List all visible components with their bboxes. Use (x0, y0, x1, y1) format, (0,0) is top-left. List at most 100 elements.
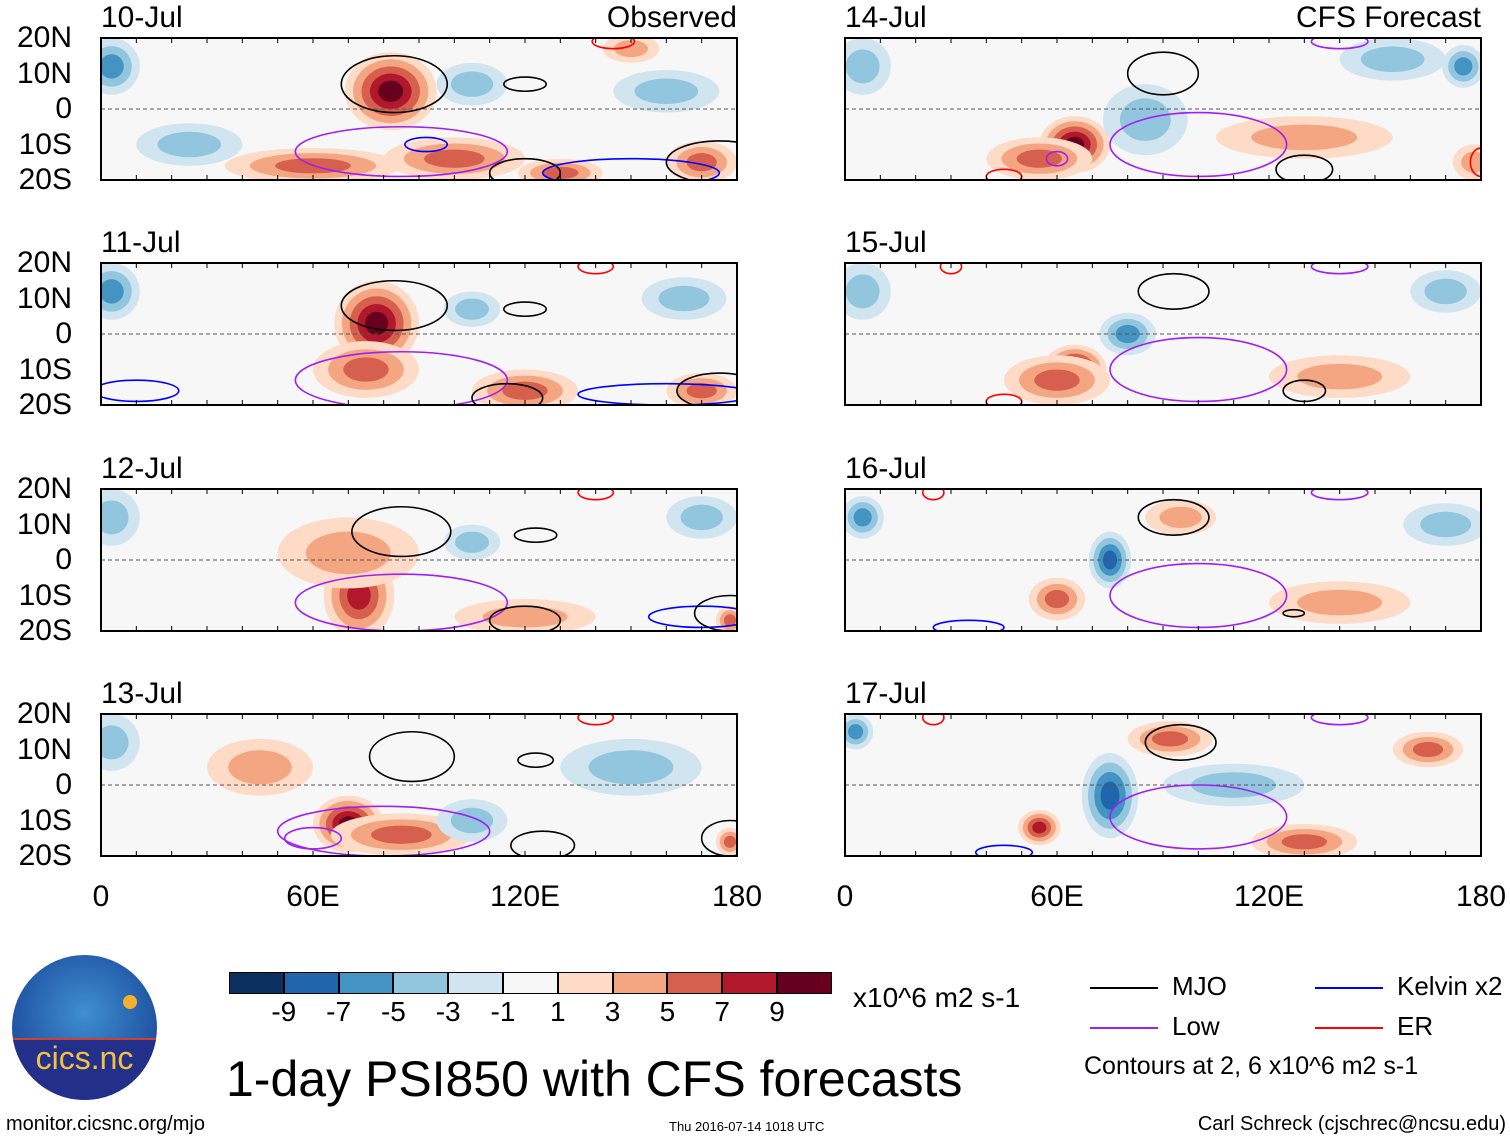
kelvin-contour (974, 844, 1034, 856)
low-contour (1310, 714, 1369, 726)
panel-date: 10-Jul (101, 1, 183, 34)
low-contour (1310, 38, 1369, 50)
anomaly-shading (1016, 149, 1063, 168)
y-tick-label: 10S (18, 803, 72, 837)
y-tick-label: 10S (18, 352, 72, 386)
y-tick-label: 0 (55, 317, 72, 350)
anomaly-shading (588, 750, 674, 785)
x-tick-label: 120E (1233, 880, 1305, 913)
colorbar-label: 5 (659, 996, 676, 1027)
anomaly-shading (686, 383, 717, 399)
source-url[interactable]: monitor.cicsnc.org/mjo (6, 1113, 205, 1135)
anomaly-shading (1360, 46, 1425, 73)
kelvin-contour (577, 382, 737, 405)
colorbar-swatch (667, 972, 723, 994)
anomaly-shading (1297, 363, 1383, 390)
anomaly-shading (1251, 124, 1358, 151)
colorbar-label: -5 (380, 996, 406, 1027)
anomaly-shading (305, 531, 391, 575)
y-tick-label: 20N (16, 21, 72, 54)
anomaly-shading (455, 531, 489, 553)
anomaly-shading (1159, 506, 1202, 529)
credit: Carl Schreck (cjschrec@ncsu.edu) (1197, 1113, 1506, 1135)
er-contour (591, 38, 636, 50)
colorbar-units: x10^6 m2 s-1 (853, 982, 1021, 1013)
panel-10-Jul (100, 37, 738, 181)
colorbar-swatch (503, 972, 558, 994)
low-contour (294, 125, 509, 178)
anomaly-shading (1044, 589, 1070, 609)
colorbar-swatch (557, 972, 613, 994)
y-tick-label: 10S (18, 127, 72, 161)
y-tick-label: 20S (18, 388, 72, 421)
panel-15-Jul (844, 262, 1482, 406)
colorbar-label: -1 (490, 996, 516, 1027)
y-tick-label: 10N (16, 56, 72, 90)
panel-date: 12-Jul (101, 452, 183, 485)
anomaly-shading (343, 357, 389, 382)
y-tick-label: 20N (16, 472, 72, 505)
panel-14-Jul (844, 37, 1482, 181)
legend-line-mjo (1090, 987, 1158, 989)
x-tick-label: 180 (711, 880, 763, 913)
anomaly-shading (853, 508, 872, 527)
panel-11-Jul (100, 262, 738, 406)
anomaly-shading (845, 49, 880, 84)
er-contour (921, 489, 945, 501)
panel-16-Jul (844, 488, 1482, 632)
anomaly-shading (378, 80, 404, 102)
anomaly-shading (680, 504, 723, 531)
anomaly-shading (371, 825, 432, 844)
panel-date: 14-Jul (845, 1, 927, 34)
x-tick-label: 60E (286, 880, 340, 913)
colorbar-swatch (393, 972, 449, 994)
colorbar-swatch (777, 972, 832, 994)
mjo-contour (502, 76, 547, 93)
low-contour (1310, 489, 1369, 501)
x-tick-label: 120E (489, 880, 561, 913)
anomaly-shading (101, 54, 124, 79)
panel-date: 11-Jul (101, 226, 181, 259)
panel-date: 16-Jul (845, 452, 927, 485)
anomaly-shading (723, 835, 736, 848)
low-contour (276, 805, 491, 856)
anomaly-shading (1102, 550, 1118, 570)
legend-label: Kelvin x2 (1397, 971, 1503, 1001)
mjo-contour (502, 301, 547, 318)
timestamp: Thu 2016-07-14 1018 UTC (669, 1119, 825, 1134)
panel-source-label: CFS Forecast (1295, 1, 1481, 34)
anomaly-shading (450, 71, 494, 97)
mjo-contour (1144, 723, 1217, 761)
y-tick-label: 10N (16, 281, 72, 315)
y-tick-label: 20S (18, 614, 72, 647)
panel-13-Jul (100, 713, 738, 857)
anomaly-shading (1034, 369, 1080, 391)
colorbar-swatch (229, 972, 284, 994)
y-tick-label: 20N (16, 697, 72, 730)
kelvin-contour (541, 157, 721, 180)
mjo-contour (665, 140, 737, 180)
colorbar-label: 7 (714, 996, 730, 1027)
legend-line-kelvin-x2 (1315, 987, 1383, 989)
mjo-contour (1137, 498, 1210, 536)
colorbar-swatch (612, 972, 668, 994)
anomaly-shading (455, 298, 489, 320)
anomaly-shading (1461, 151, 1481, 173)
legend-label: MJO (1172, 971, 1227, 1001)
mjo-contour (700, 819, 737, 856)
anomaly-shading (101, 279, 124, 304)
anomaly-shading (101, 500, 129, 535)
mjo-contour (517, 752, 555, 769)
legend-note: Contours at 2, 6 x10^6 m2 s-1 (1084, 1052, 1419, 1080)
colorbar-label: -9 (271, 996, 297, 1027)
panel-date: 17-Jul (845, 677, 927, 710)
anomaly-shading (365, 311, 389, 335)
panel-date: 13-Jul (101, 677, 183, 710)
y-tick-label: 0 (55, 543, 72, 576)
figure-title: 1-day PSI850 with CFS forecasts (226, 1051, 963, 1107)
er-contour (577, 263, 615, 275)
mjo-contour (471, 382, 544, 405)
anomaly-shading (424, 149, 485, 168)
